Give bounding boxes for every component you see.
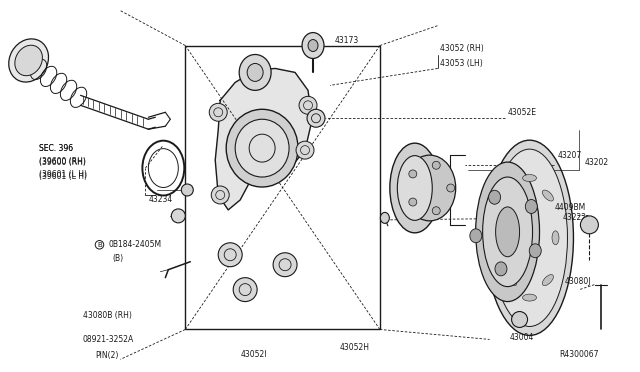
Text: SEC. 396: SEC. 396 <box>38 144 73 153</box>
Ellipse shape <box>409 198 417 206</box>
Ellipse shape <box>296 141 314 159</box>
Text: (39600 (RH): (39600 (RH) <box>38 158 86 167</box>
Ellipse shape <box>488 190 500 204</box>
Text: 43004: 43004 <box>509 333 534 342</box>
Ellipse shape <box>580 216 598 234</box>
Ellipse shape <box>492 149 568 327</box>
Ellipse shape <box>432 207 440 215</box>
Ellipse shape <box>542 275 554 286</box>
Ellipse shape <box>552 231 559 245</box>
Text: 08921-3252A: 08921-3252A <box>83 335 134 344</box>
Ellipse shape <box>247 64 263 81</box>
Ellipse shape <box>390 143 440 233</box>
Ellipse shape <box>506 190 516 201</box>
Text: 43234: 43234 <box>148 195 173 205</box>
Text: R4300067: R4300067 <box>559 350 599 359</box>
Ellipse shape <box>273 253 297 277</box>
Ellipse shape <box>447 184 454 192</box>
Ellipse shape <box>404 155 456 221</box>
Ellipse shape <box>302 33 324 58</box>
Text: SEC. 396: SEC. 396 <box>38 144 73 153</box>
Text: 43052 (RH): 43052 (RH) <box>440 44 483 53</box>
Ellipse shape <box>233 278 257 302</box>
Text: 0B184-2405M: 0B184-2405M <box>108 240 161 249</box>
Ellipse shape <box>506 275 516 286</box>
Text: PIN(2): PIN(2) <box>95 351 119 360</box>
Ellipse shape <box>511 311 527 327</box>
Text: 43080J: 43080J <box>564 277 591 286</box>
Text: 4409BM: 4409BM <box>554 203 586 212</box>
Text: 43202: 43202 <box>584 158 609 167</box>
Text: 43052H: 43052H <box>340 343 370 352</box>
Ellipse shape <box>542 190 554 201</box>
Ellipse shape <box>239 54 271 90</box>
Ellipse shape <box>470 229 482 243</box>
Ellipse shape <box>226 109 298 187</box>
Ellipse shape <box>476 162 540 302</box>
Ellipse shape <box>181 184 193 196</box>
Ellipse shape <box>308 39 318 51</box>
Text: (39601 (L H): (39601 (L H) <box>38 170 86 179</box>
Text: 43052E: 43052E <box>508 108 536 117</box>
Ellipse shape <box>409 170 417 178</box>
Text: B: B <box>97 242 102 248</box>
Ellipse shape <box>307 109 325 127</box>
Text: 43080B (RH): 43080B (RH) <box>83 311 131 320</box>
Polygon shape <box>215 68 312 210</box>
Ellipse shape <box>522 294 536 301</box>
Ellipse shape <box>483 177 532 286</box>
Text: 43207: 43207 <box>557 151 582 160</box>
Ellipse shape <box>486 140 573 336</box>
Ellipse shape <box>235 119 289 177</box>
Text: (39601 (L H): (39601 (L H) <box>38 171 86 180</box>
Text: 43173: 43173 <box>335 36 359 45</box>
Ellipse shape <box>211 186 229 204</box>
Ellipse shape <box>495 207 520 257</box>
Ellipse shape <box>495 262 507 276</box>
Ellipse shape <box>397 155 432 220</box>
Ellipse shape <box>522 174 536 182</box>
Bar <box>186 45 380 330</box>
Text: 43052I: 43052I <box>240 350 267 359</box>
Ellipse shape <box>299 96 317 114</box>
Ellipse shape <box>380 212 389 223</box>
Ellipse shape <box>500 231 507 245</box>
Ellipse shape <box>15 45 42 76</box>
Ellipse shape <box>9 39 49 82</box>
Text: (39600 (RH): (39600 (RH) <box>38 157 86 166</box>
Ellipse shape <box>209 103 227 121</box>
Ellipse shape <box>432 161 440 169</box>
Ellipse shape <box>529 244 541 258</box>
Ellipse shape <box>218 243 242 267</box>
Text: 43053 (LH): 43053 (LH) <box>440 59 483 68</box>
Ellipse shape <box>172 209 186 223</box>
Text: 43222: 43222 <box>563 214 586 222</box>
Ellipse shape <box>525 199 538 214</box>
Text: (B): (B) <box>113 254 124 263</box>
